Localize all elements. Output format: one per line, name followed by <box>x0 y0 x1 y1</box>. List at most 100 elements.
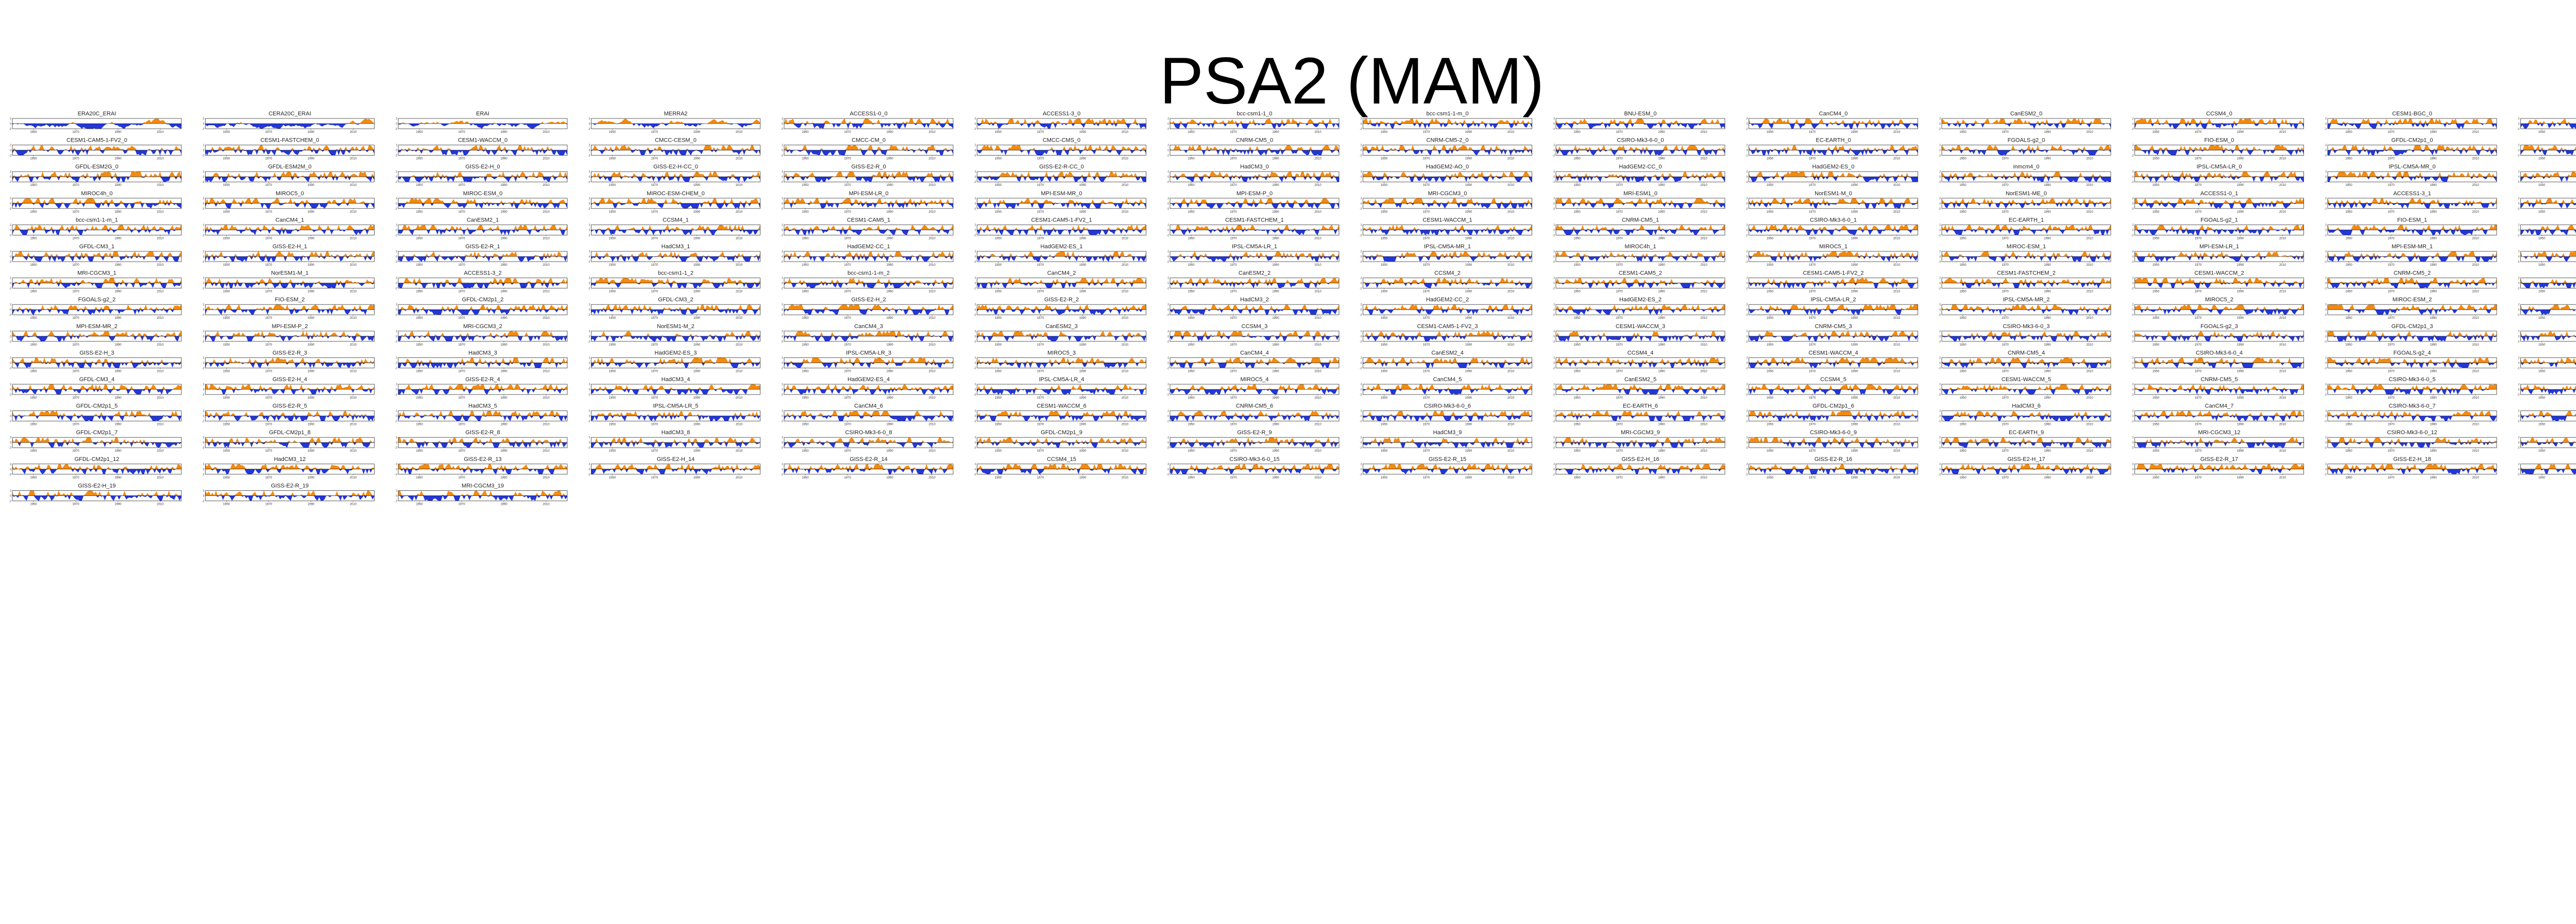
x-tick-label: 2010 <box>1507 450 1515 453</box>
y-tick-label: -2 <box>2517 473 2520 476</box>
x-tick-label: 2010 <box>157 317 164 320</box>
positive-anomaly-area <box>2328 410 2497 416</box>
y-tick-label: 2 <box>1939 303 1941 306</box>
x-tick-label: 1990 <box>886 344 893 347</box>
x-tick-label: 1950 <box>1767 237 1774 240</box>
panel-title: CESM1-FASTCHEM_0 <box>261 138 319 144</box>
y-tick-label: -2 <box>2517 234 2520 237</box>
x-tick-label: 1950 <box>1767 317 1774 320</box>
x-tick-label: 1970 <box>2195 290 2202 294</box>
y-tick-label: -2 <box>1939 340 1941 344</box>
x-tick-label: 2010 <box>543 344 550 347</box>
x-tick-label: 1970 <box>72 211 79 214</box>
x-tick-label: 2010 <box>2279 131 2286 134</box>
positive-anomaly-area <box>1170 198 1339 203</box>
y-tick-label: 2 <box>589 197 590 200</box>
y-tick-label: -2 <box>9 234 12 237</box>
x-tick-label: 2010 <box>1122 317 1129 320</box>
panel-title: GFDL-CM2p1_7 <box>76 430 118 436</box>
x-tick-label: 1950 <box>2153 158 2160 161</box>
negative-anomaly-area <box>12 495 181 501</box>
positive-anomaly-area <box>1942 384 2111 389</box>
y-tick-label: 0 <box>10 282 11 285</box>
y-tick-label: 2 <box>396 250 397 253</box>
y-tick-label: 2 <box>2132 436 2134 439</box>
x-tick-label: 1950 <box>223 397 230 400</box>
x-tick-label: 2010 <box>543 237 550 240</box>
y-tick-label: 0 <box>10 415 11 418</box>
negative-anomaly-area <box>12 442 181 448</box>
y-tick-label: -2 <box>1745 155 1748 158</box>
x-tick-label: 1970 <box>2387 317 2395 320</box>
y-tick-label: 2 <box>396 356 397 360</box>
x-tick-label: 1970 <box>1037 211 1044 214</box>
x-tick-label: 2010 <box>1122 450 1129 453</box>
x-tick-label: 1950 <box>609 317 616 320</box>
x-tick-label: 1970 <box>458 344 465 347</box>
x-tick-label: 1950 <box>609 344 616 347</box>
x-tick-label: 1950 <box>2345 131 2352 134</box>
x-tick-label: 1990 <box>500 131 507 134</box>
panel-title: HadCM3_3 <box>468 350 497 356</box>
x-tick-label: 2010 <box>2279 317 2286 320</box>
positive-anomaly-area <box>591 410 760 416</box>
x-tick-label: 1990 <box>1465 290 1472 294</box>
y-tick-label: 0 <box>975 149 976 152</box>
x-tick-label: 1970 <box>1230 476 1237 480</box>
y-tick-label: 2 <box>1361 117 1362 121</box>
x-tick-label: 1990 <box>2044 290 2051 294</box>
x-tick-label: 2010 <box>2472 237 2479 240</box>
negative-anomaly-area <box>977 442 1146 448</box>
x-tick-label: 1970 <box>2195 237 2202 240</box>
positive-anomaly-area <box>2520 464 2576 469</box>
panel-title: CCSM4_3 <box>1242 323 1268 330</box>
x-tick-label: 2010 <box>350 158 357 161</box>
y-tick-label: 2 <box>2325 250 2327 253</box>
x-tick-label: 2010 <box>1700 264 1707 267</box>
y-tick-label: 2 <box>10 356 11 360</box>
positive-anomaly-area <box>2520 331 2576 336</box>
x-tick-label: 1950 <box>30 503 37 506</box>
y-tick-label: 0 <box>589 229 590 232</box>
y-tick-label: -2 <box>2325 367 2327 370</box>
y-tick-label: 0 <box>396 468 397 471</box>
x-tick-label: 1950 <box>1573 317 1581 320</box>
x-tick-label: 1990 <box>1272 450 1279 453</box>
negative-anomaly-area <box>2134 230 2304 235</box>
y-tick-label: 0 <box>1747 176 1748 179</box>
y-tick-label: 2 <box>1361 463 1362 466</box>
y-tick-label: 0 <box>1553 282 1555 285</box>
positive-anomaly-area <box>398 331 567 336</box>
y-tick-label: 2 <box>1167 144 1169 147</box>
panel-title: CanCM4_5 <box>1433 377 1462 383</box>
x-tick-label: 1990 <box>693 476 701 480</box>
panel-title: CNRM-CM5_3 <box>1815 323 1852 330</box>
y-tick-label: 0 <box>396 309 397 312</box>
x-tick-label: 1950 <box>2538 370 2546 373</box>
x-tick-label: 1950 <box>2345 344 2352 347</box>
x-tick-label: 1990 <box>500 476 507 480</box>
x-tick-label: 1950 <box>1188 290 1195 294</box>
positive-anomaly-area <box>1556 118 1725 124</box>
x-tick-label: 1970 <box>2195 264 2202 267</box>
x-tick-label: 1990 <box>1079 290 1087 294</box>
x-tick-label: 2010 <box>1122 344 1129 347</box>
x-tick-label: 2010 <box>1122 211 1129 214</box>
y-tick-label: 0 <box>782 468 783 471</box>
y-tick-label: 2 <box>2132 117 2134 121</box>
x-tick-label: 1950 <box>2345 397 2352 400</box>
negative-anomaly-area <box>1170 177 1339 182</box>
x-tick-label: 1970 <box>1423 290 1430 294</box>
x-tick-label: 1970 <box>1809 211 1816 214</box>
negative-anomaly-area <box>2328 416 2497 421</box>
x-tick-label: 1950 <box>995 264 1002 267</box>
panel-title: IPSL-CM5A-LR_3 <box>846 350 891 356</box>
x-tick-label: 2010 <box>1700 423 1707 426</box>
y-tick-label: -2 <box>2131 287 2134 290</box>
positive-anomaly-area <box>1749 437 1918 443</box>
